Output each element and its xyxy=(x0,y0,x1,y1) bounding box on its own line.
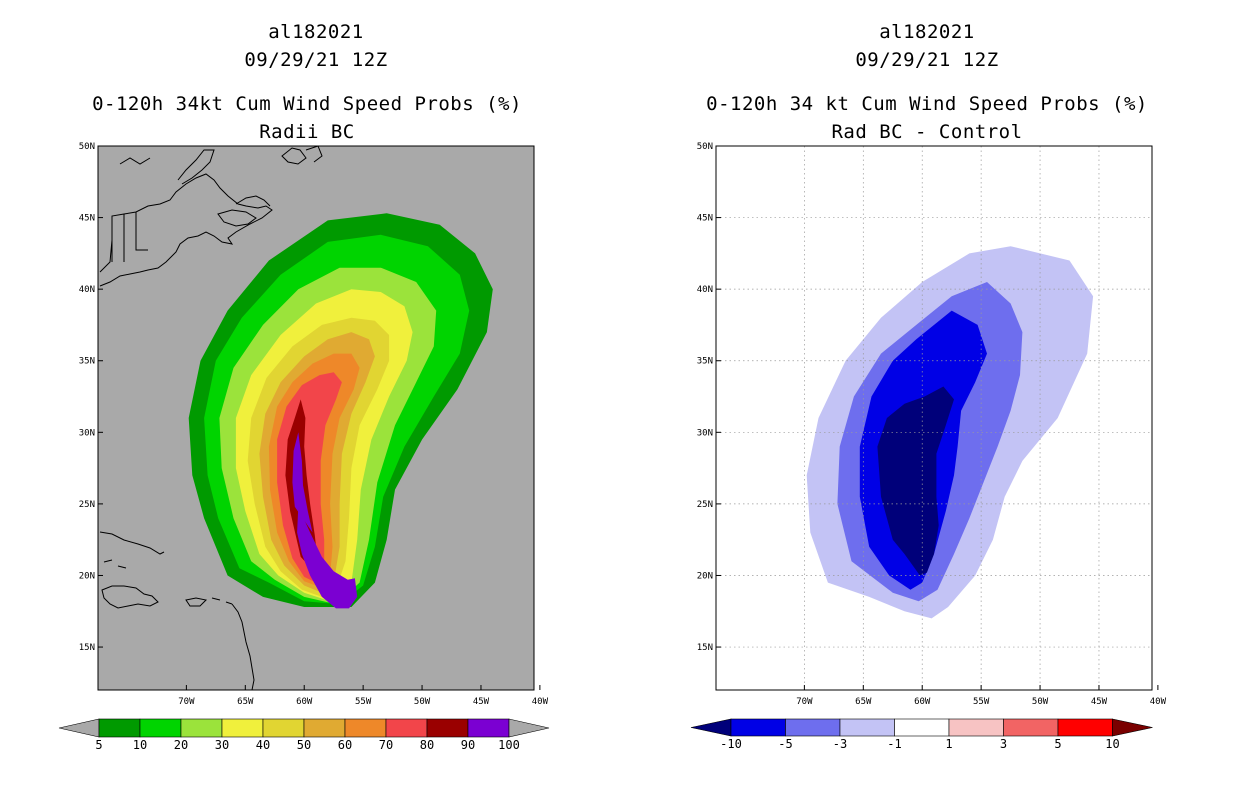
colorbar-swatch xyxy=(1003,718,1059,737)
y-tick-label: 50N xyxy=(79,142,95,152)
y-tick-label: 15N xyxy=(79,643,95,653)
contour-fill-90 xyxy=(292,432,313,533)
left-axis-ticks: 70W 65W 60W 55W 50W 45W 40W 15N 20N 25N 30N 35N 40N 4… xyxy=(79,142,549,707)
x-tick-label: 45W xyxy=(1091,697,1108,707)
colorbar-label: 50 xyxy=(297,738,311,752)
colorbar-label: -10 xyxy=(720,737,742,751)
x-tick-label: 50W xyxy=(1032,697,1049,707)
y-tick-label: 30N xyxy=(697,428,713,438)
y-tick-label: 25N xyxy=(697,500,713,510)
right-colorbar: -10 -5 -3 -1 1 3 5 10 xyxy=(690,718,1153,751)
x-tick-label: 40W xyxy=(1150,697,1167,707)
y-tick-label: 15N xyxy=(697,643,713,653)
colorbar-swatch xyxy=(426,718,469,738)
left-panel: al182021 09/29/21 12Z 0-120h 34kt Cum Wi… xyxy=(79,21,549,707)
y-tick-label: 20N xyxy=(697,571,713,581)
colorbar-swatch xyxy=(839,718,895,737)
right-subtitle: Rad BC - Control xyxy=(831,121,1022,143)
x-tick-label: 60W xyxy=(296,697,313,707)
x-tick-label: 45W xyxy=(473,697,490,707)
left-colorbar: 5 10 20 30 40 50 60 70 80 90 100 xyxy=(58,718,550,752)
right-axis-ticks: 70W 65W 60W 55W 50W 45W 40W 15N 20N 25N 30N 35N 40N 4… xyxy=(697,142,1167,707)
colorbar-swatch xyxy=(894,718,950,737)
colorbar-swatch xyxy=(730,718,786,737)
colorbar-label: 80 xyxy=(420,738,434,752)
colorbar-label: 60 xyxy=(338,738,352,752)
x-tick-label: 65W xyxy=(855,697,872,707)
colorbar-under-arrow xyxy=(690,718,732,737)
colorbar-swatch xyxy=(98,718,141,738)
colorbar-swatch xyxy=(344,718,387,738)
colorbar-swatch xyxy=(221,718,264,738)
x-tick-label: 50W xyxy=(414,697,431,707)
colorbar-label: 40 xyxy=(256,738,270,752)
left-title: 0-120h 34kt Cum Wind Speed Probs (%) xyxy=(92,93,522,115)
x-tick-label: 70W xyxy=(178,697,195,707)
y-tick-label: 40N xyxy=(697,285,713,295)
colorbar-swatch xyxy=(385,718,428,738)
x-tick-label: 70W xyxy=(796,697,813,707)
y-tick-label: 40N xyxy=(79,285,95,295)
colorbar-label: 30 xyxy=(215,738,229,752)
colorbar-label: 1 xyxy=(945,737,952,751)
colorbar-swatch xyxy=(303,718,346,738)
right-title: 0-120h 34 kt Cum Wind Speed Probs (%) xyxy=(706,93,1148,115)
colorbar-swatch xyxy=(1057,718,1113,737)
x-tick-label: 40W xyxy=(532,697,549,707)
y-tick-label: 20N xyxy=(79,571,95,581)
colorbar-label: 5 xyxy=(1054,737,1061,751)
x-tick-label: 55W xyxy=(973,697,990,707)
left-coastlines xyxy=(99,146,323,690)
colorbar-label: 3 xyxy=(1000,737,1007,751)
colorbar-label: 5 xyxy=(95,738,102,752)
colorbar-under-arrow xyxy=(58,718,100,738)
y-tick-label: 25N xyxy=(79,500,95,510)
right-gridlines xyxy=(716,146,1152,690)
y-tick-label: 30N xyxy=(79,428,95,438)
contour-fill-100 xyxy=(297,506,358,609)
right-plot-frame xyxy=(715,145,1153,691)
left-subtitle: Radii BC xyxy=(259,121,355,143)
x-tick-label: 65W xyxy=(237,697,254,707)
left-plot-frame xyxy=(97,145,535,691)
y-tick-label: 35N xyxy=(697,357,713,367)
left-storm-id: al182021 xyxy=(268,21,364,43)
colorbar-swatch xyxy=(139,718,182,738)
colorbar-label: -3 xyxy=(833,737,847,751)
colorbar-swatch xyxy=(948,718,1004,737)
colorbar-over-arrow xyxy=(1112,718,1153,737)
right-datetime: 09/29/21 12Z xyxy=(855,49,998,71)
right-storm-id: al182021 xyxy=(879,21,975,43)
left-datetime: 09/29/21 12Z xyxy=(244,49,387,71)
colorbar-label: 10 xyxy=(1105,737,1119,751)
colorbar-swatch xyxy=(180,718,223,738)
colorbar-swatch xyxy=(467,718,510,738)
right-contour-fills xyxy=(806,246,1094,619)
right-panel: al182021 09/29/21 12Z 0-120h 34 kt Cum W… xyxy=(697,21,1167,707)
y-tick-label: 45N xyxy=(697,214,713,224)
x-tick-label: 55W xyxy=(355,697,372,707)
x-tick-label: 60W xyxy=(914,697,931,707)
colorbar-label: 20 xyxy=(174,738,188,752)
colorbar-label: 100 xyxy=(498,738,520,752)
colorbar-label: 10 xyxy=(133,738,147,752)
colorbar-over-arrow xyxy=(508,718,550,738)
colorbar-label: -5 xyxy=(778,737,792,751)
colorbar-label: 70 xyxy=(379,738,393,752)
colorbar-label: 90 xyxy=(461,738,475,752)
y-tick-label: 50N xyxy=(697,142,713,152)
colorbar-swatch xyxy=(785,718,841,737)
contour-fill-minus-10 xyxy=(877,386,954,576)
colorbar-label: -1 xyxy=(887,737,901,751)
left-contour-fills xyxy=(188,213,493,609)
y-tick-label: 35N xyxy=(79,357,95,367)
colorbar-swatch xyxy=(262,718,305,738)
y-tick-label: 45N xyxy=(79,214,95,224)
